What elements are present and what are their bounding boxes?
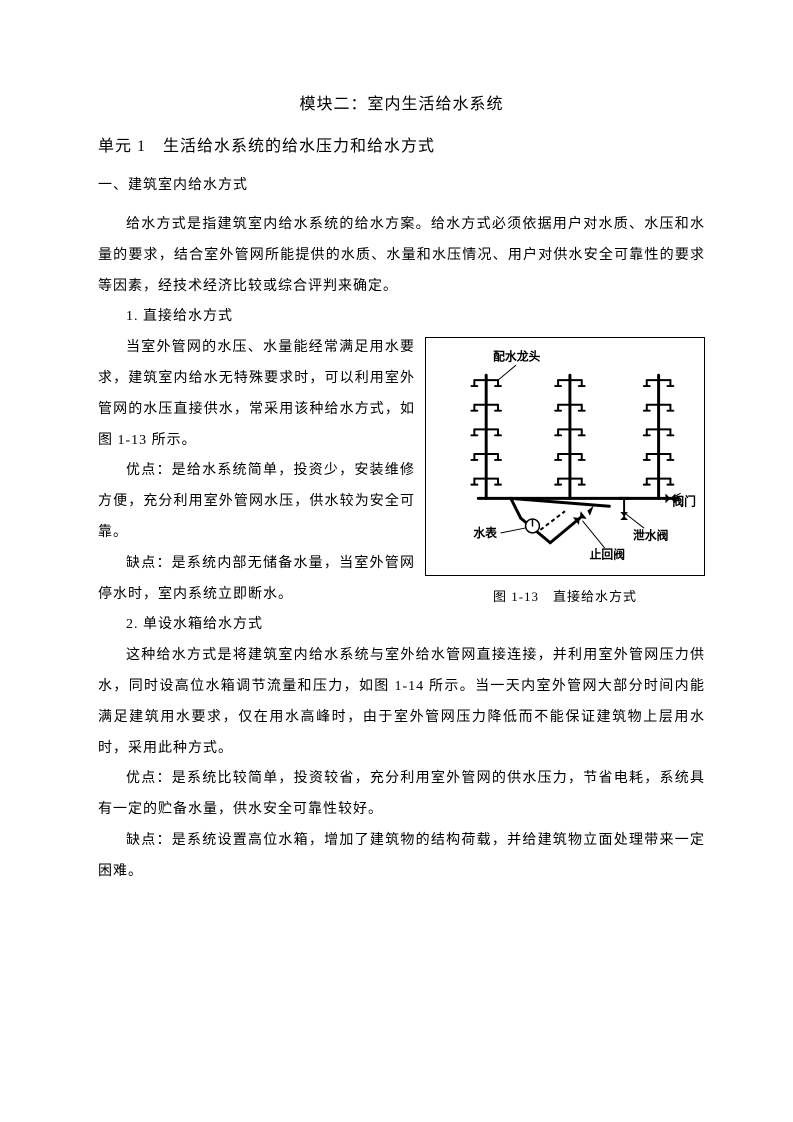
svg-text:阀门: 阀门 xyxy=(672,494,696,508)
figure-caption: 图 1-13 直接给水方式 xyxy=(425,586,705,605)
figure-border: 配水龙头阀门水表 泄水阀止回阀 xyxy=(425,337,705,576)
svg-text:泄水阀: 泄水阀 xyxy=(633,529,669,543)
svg-text:水表: 水表 xyxy=(473,526,497,540)
module-title: 模块二：室内生活给水系统 xyxy=(98,90,705,114)
water-supply-diagram: 配水龙头阀门水表 泄水阀止回阀 xyxy=(432,344,698,569)
unit-title: 单元 1 生活给水系统的给水压力和给水方式 xyxy=(98,132,705,156)
item1-title: 1. 直接给水方式 xyxy=(98,302,705,333)
section-heading-1: 一、建筑室内给水方式 xyxy=(98,174,705,194)
svg-text:止回阀: 止回阀 xyxy=(590,548,626,562)
figure-1-13: 配水龙头阀门水表 泄水阀止回阀 图 1-13 直接给水方式 xyxy=(425,337,705,605)
item2-p2: 优点：是系统比较简单，投资较省，充分利用室外管网的供水压力，节省电耗，系统具有一… xyxy=(98,764,705,826)
item2-p3: 缺点：是系统设置高位水箱，增加了建筑物的结构荷载，并给建筑物立面处理带来一定困难… xyxy=(98,826,705,888)
item1-content-wrap: 配水龙头阀门水表泄水阀止回阀 图 1-13 直接给水方式 当室外管网的水压、水量… xyxy=(98,333,705,610)
svg-text:配水龙头: 配水龙头 xyxy=(493,350,540,364)
section1-intro: 给水方式是指建筑室内给水系统的给水方案。给水方式必须依据用户对水质、水压和水量的… xyxy=(98,210,705,302)
item2-title: 2. 单设水箱给水方式 xyxy=(98,610,705,641)
item2-p1: 这种给水方式是将建筑室内给水系统与室外给水管网直接连接，并利用室外管网压力供水，… xyxy=(98,641,705,764)
